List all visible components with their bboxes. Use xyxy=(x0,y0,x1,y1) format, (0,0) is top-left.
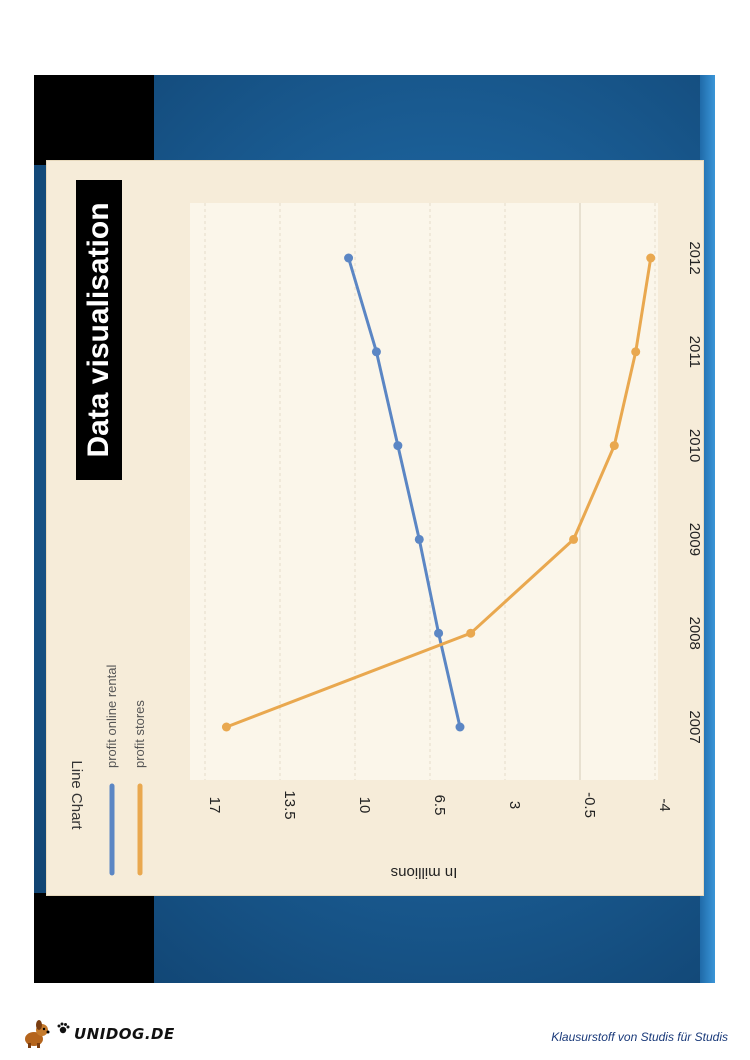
black-bar-top xyxy=(34,75,154,165)
black-bar-bottom xyxy=(34,893,154,983)
slide-title: Data visualisation xyxy=(82,202,115,458)
unidog-logo[interactable]: UNIDOG.DE xyxy=(22,1018,175,1050)
footer-slogan: Klausurstoff von Studis für Studis xyxy=(551,1030,728,1044)
dog-icon xyxy=(25,1020,50,1048)
title-box xyxy=(76,180,122,480)
logo-text: UNIDOG.DE xyxy=(74,1025,175,1043)
paw-icon xyxy=(57,1022,70,1034)
chart-panel xyxy=(46,160,704,896)
